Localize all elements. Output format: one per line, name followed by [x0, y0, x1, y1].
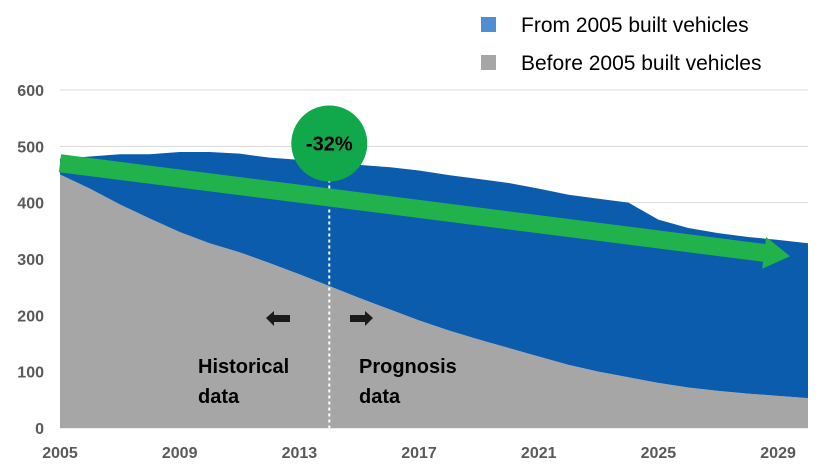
- x-axis-ticks: 2005 2009 2013 2017 2021 2025 2029: [42, 445, 796, 462]
- x-tick-label: 2013: [282, 445, 318, 462]
- legend: From 2005 built vehicles Before 2005 bui…: [481, 14, 762, 75]
- x-tick-label: 2005: [42, 445, 78, 462]
- y-axis-ticks: 0 100 200 300 400 500 600: [17, 83, 44, 438]
- y-tick-label: 100: [17, 365, 44, 382]
- prognosis-label-line1: Prognosis: [359, 356, 457, 378]
- y-tick-label: 0: [35, 421, 44, 438]
- reduction-badge: -32%: [291, 105, 368, 182]
- legend-swatch-from-2005: [481, 17, 496, 32]
- y-tick-label: 200: [17, 308, 44, 325]
- x-tick-label: 2009: [162, 445, 198, 462]
- historical-label-line2: data: [198, 386, 240, 408]
- area-from-2005: [60, 151, 808, 399]
- reduction-badge-label: -32%: [306, 134, 353, 156]
- stacked-areas: [60, 151, 808, 428]
- left-arrow-icon: [266, 311, 290, 326]
- legend-label-before-2005: Before 2005 built vehicles: [521, 52, 762, 75]
- y-tick-label: 400: [17, 196, 44, 213]
- annotations: Historical data Prognosis data: [198, 356, 457, 408]
- direction-arrows: [266, 311, 373, 326]
- y-tick-label: 300: [17, 252, 44, 269]
- y-tick-label: 500: [17, 139, 44, 156]
- trend-arrow-shape: [58, 154, 790, 269]
- trend-arrow: [58, 154, 790, 269]
- y-tick-label: 600: [17, 83, 44, 100]
- legend-swatch-before-2005: [481, 55, 496, 70]
- x-tick-label: 2017: [401, 445, 437, 462]
- x-tick-label: 2021: [521, 445, 557, 462]
- x-tick-label: 2029: [760, 445, 796, 462]
- right-arrow-icon: [350, 311, 373, 326]
- prognosis-label-line2: data: [359, 386, 401, 408]
- legend-label-from-2005: From 2005 built vehicles: [521, 14, 749, 37]
- area-before-2005: [60, 174, 808, 428]
- x-tick-label: 2025: [641, 445, 677, 462]
- historical-label-line1: Historical: [198, 356, 289, 378]
- reduction-badge-circle: [291, 105, 368, 182]
